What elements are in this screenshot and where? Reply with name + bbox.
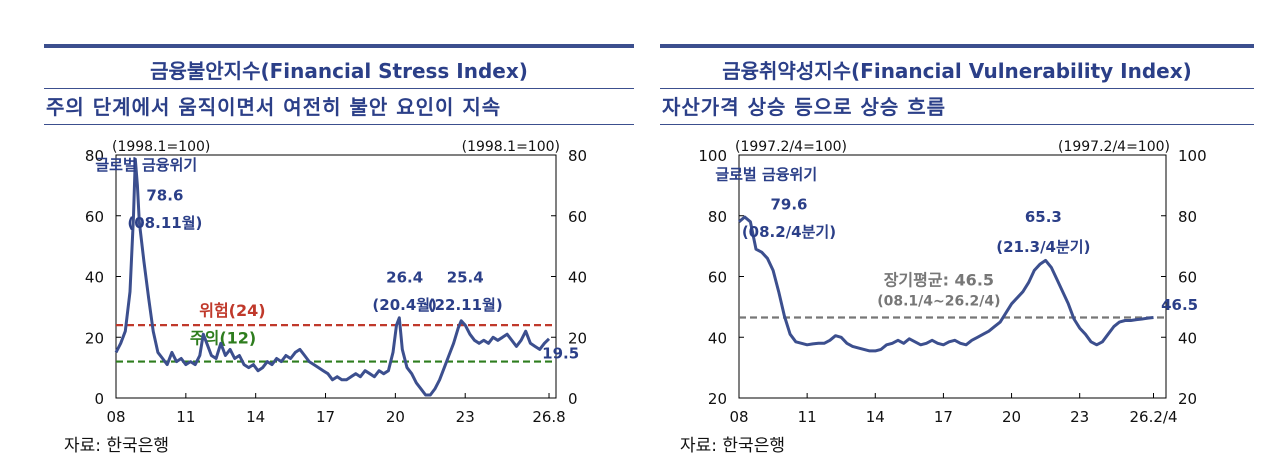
fsi-annotation: 글로벌 금융위기 bbox=[95, 156, 197, 174]
fsi-xtick-label: 17 bbox=[316, 408, 335, 426]
fvi-reference-sublabel: (08.1/4~26.2/4) bbox=[877, 294, 1000, 310]
fsi-source: 자료: 한국은행 bbox=[64, 436, 169, 456]
fvi-annotation: 65.3 bbox=[1025, 208, 1062, 226]
fsi-ytick-right-label: 20 bbox=[568, 329, 587, 347]
fvi-xtick-label: 20 bbox=[1002, 408, 1021, 426]
fvi-subtitle: 자산가격 상승 등으로 상승 흐름 bbox=[662, 95, 947, 119]
fvi-top-bar bbox=[660, 44, 1254, 48]
fvi-xtick-label: 11 bbox=[798, 408, 817, 426]
fsi-ytick-left-label: 60 bbox=[85, 208, 104, 226]
fvi-xtick-label: 23 bbox=[1070, 408, 1089, 426]
fvi-ytick-right-label: 20 bbox=[1178, 390, 1197, 408]
fsi-annotation: (22.11월) bbox=[428, 296, 503, 314]
fvi-xtick-label: 26.2/4 bbox=[1130, 408, 1178, 426]
fvi-ytick-right-label: 60 bbox=[1178, 269, 1197, 287]
fvi-chart: 20 20 40 40 60 60 80 80 100 100 08 11 14 17 20 23 26.2/4… bbox=[698, 139, 1207, 426]
fsi-subtitle-rule bbox=[44, 124, 634, 125]
fsi-ytick-right-label: 80 bbox=[568, 147, 587, 165]
fvi-xtick-label: 08 bbox=[729, 408, 748, 426]
fsi-top-bar bbox=[44, 44, 634, 48]
fvi-ytick-left-label: 40 bbox=[708, 329, 727, 347]
fsi-xtick-label: 23 bbox=[456, 408, 475, 426]
fvi-ytick-right-label: 40 bbox=[1178, 329, 1197, 347]
fsi-reference-label: 주의(12) bbox=[190, 328, 256, 347]
fsi-annotation: 78.6 bbox=[146, 187, 183, 205]
fvi-xtick-label: 17 bbox=[934, 408, 953, 426]
fvi-reference-label: 장기평균: 46.5 bbox=[884, 271, 994, 290]
fvi-xtick-label: 14 bbox=[866, 408, 885, 426]
fvi-annotation: (08.2/4분기) bbox=[742, 223, 836, 241]
fvi-title-rule bbox=[660, 88, 1254, 89]
fsi-ytick-right-label: 0 bbox=[568, 390, 578, 408]
fvi-ytick-right-label: 100 bbox=[1178, 147, 1207, 165]
fvi-title: 금융취약성지수(Financial Vulnerability Index) bbox=[722, 59, 1192, 83]
fvi-series-line bbox=[738, 215, 1154, 353]
fsi-xtick-label: 08 bbox=[106, 408, 125, 426]
fsi-annotation: (08.11월) bbox=[127, 214, 202, 232]
fsi-annotation: 25.4 bbox=[447, 269, 484, 287]
fvi-ytick-left-label: 80 bbox=[708, 208, 727, 226]
fsi-unit-left: (1998.1=100) bbox=[112, 139, 210, 155]
fsi-subtitle: 주의 단계에서 움직이면서 여전히 불안 요인이 지속 bbox=[46, 95, 502, 119]
fsi-unit-right: (1998.1=100) bbox=[462, 139, 560, 155]
fsi-ytick-right-label: 40 bbox=[568, 269, 587, 287]
fvi-annotation: 글로벌 금융위기 bbox=[715, 165, 817, 183]
fvi-annotation: 79.6 bbox=[770, 196, 807, 214]
fsi-xtick-label: 20 bbox=[386, 408, 405, 426]
fsi-annotation: (20.4월) bbox=[372, 296, 437, 314]
fsi-ytick-left-label: 40 bbox=[85, 269, 104, 287]
fvi-ytick-left-label: 100 bbox=[698, 147, 727, 165]
fsi-series-line bbox=[114, 157, 551, 397]
fsi-ytick-left-label: 20 bbox=[85, 329, 104, 347]
fvi-unit-left: (1997.2/4=100) bbox=[735, 139, 847, 155]
fsi-ytick-left-label: 80 bbox=[85, 147, 104, 165]
fsi-title: 금융불안지수(Financial Stress Index) bbox=[150, 59, 528, 83]
fsi-xtick-label: 11 bbox=[176, 408, 195, 426]
fsi-annotation: 26.4 bbox=[386, 269, 423, 287]
fsi-xtick-label: 14 bbox=[246, 408, 265, 426]
fsi-xtick-label: 26.8 bbox=[532, 408, 565, 426]
fvi-ytick-right-label: 80 bbox=[1178, 208, 1197, 226]
fvi-ytick-left-label: 20 bbox=[708, 390, 727, 408]
fvi-source: 자료: 한국은행 bbox=[680, 436, 785, 456]
fsi-annotation: 19.5 bbox=[542, 345, 579, 363]
fsi-reference-label: 위험(24) bbox=[199, 301, 265, 320]
fsi-title-rule bbox=[44, 88, 634, 89]
fvi-annotation: 46.5 bbox=[1161, 296, 1198, 314]
fvi-annotation: (21.3/4분기) bbox=[996, 238, 1090, 256]
fsi-ytick-right-label: 60 bbox=[568, 208, 587, 226]
fvi-ytick-left-label: 60 bbox=[708, 269, 727, 287]
fsi-ytick-left-label: 0 bbox=[94, 390, 104, 408]
fvi-subtitle-rule bbox=[660, 124, 1254, 125]
fsi-chart: 0 0 20 20 40 40 60 60 80 80 08 11 14 17 20 23 26.8 (1998.… bbox=[85, 139, 587, 426]
fvi-unit-right: (1997.2/4=100) bbox=[1058, 139, 1170, 155]
